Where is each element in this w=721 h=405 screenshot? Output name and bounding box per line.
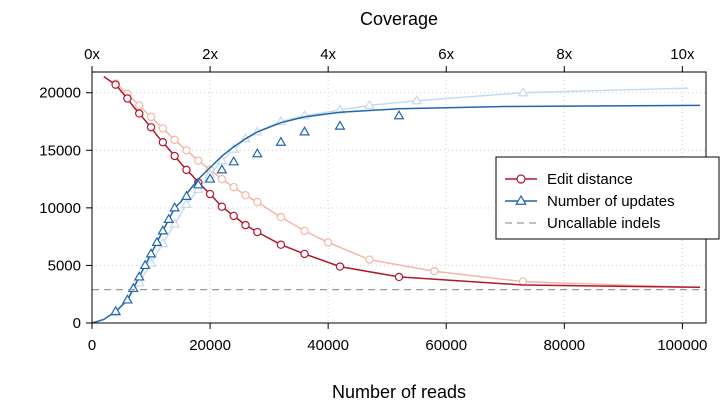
series-point: [411, 94, 423, 105]
series-point: [229, 182, 238, 192]
x-tick-label: 40000: [307, 337, 349, 354]
y-tick-label: 15000: [39, 142, 81, 159]
series-point: [122, 294, 133, 304]
series-point: [394, 272, 404, 282]
series-line: [115, 87, 689, 314]
series-point: [194, 156, 203, 165]
series-point: [181, 190, 192, 200]
series-point: [216, 154, 228, 165]
series-point: [145, 257, 157, 267]
x-tick-label: 20000: [189, 337, 231, 354]
legend-label: Number of updates: [547, 193, 675, 210]
series-point: [517, 86, 529, 97]
x-tick-label: 0: [88, 337, 96, 354]
y-tick-label: 20000: [39, 85, 81, 102]
series-point: [192, 183, 204, 194]
x-tick-label: 80000: [543, 337, 585, 354]
series-point: [217, 174, 227, 184]
top-axis: 0x 2x 4x 6x 8x 10x: [84, 46, 695, 72]
series-point: [135, 101, 144, 110]
series-point: [229, 211, 238, 221]
series-point: [335, 262, 345, 271]
series-point: [299, 126, 310, 136]
series-point: [323, 238, 333, 247]
series-point: [364, 99, 375, 109]
series-point: [111, 80, 120, 89]
legend-marker: [516, 174, 526, 184]
series-point: [253, 197, 262, 207]
series-point: [163, 213, 175, 223]
legend-marker: [515, 194, 527, 205]
series-point: [241, 220, 250, 230]
series-point: [276, 240, 286, 249]
top-tick-label: 8x: [556, 46, 572, 63]
series-point: [300, 226, 309, 236]
legend-box: [495, 156, 720, 240]
series-point: [182, 165, 191, 175]
series-point: [151, 236, 163, 246]
series-point: [123, 94, 132, 103]
series-point: [181, 198, 192, 208]
series-point: [169, 202, 181, 212]
top-tick-label: 0x: [84, 46, 100, 63]
top-axis-title: Coverage: [360, 9, 438, 29]
series-point: [158, 124, 168, 133]
y-tick-label: 5000: [48, 257, 81, 274]
x-tick-label: 100000: [657, 337, 707, 354]
series-point: [430, 266, 439, 276]
series-point: [228, 156, 240, 166]
x-tick-label: 60000: [425, 337, 467, 354]
series-point: [241, 190, 250, 200]
series-layer: [92, 75, 706, 323]
series-point: [170, 151, 179, 161]
series-point: [157, 225, 169, 235]
series-point: [146, 123, 156, 132]
top-tick-label: 2x: [202, 46, 218, 63]
series-point: [135, 109, 144, 118]
top-tick-label: 4x: [320, 46, 336, 63]
series-point: [365, 255, 374, 264]
series-point: [145, 248, 157, 258]
series-point: [276, 212, 286, 222]
legend-label: Uncallable indels: [547, 215, 660, 232]
series-point: [146, 112, 156, 122]
y-tick-label: 10000: [39, 200, 81, 217]
legend: Edit distance Number of updates Uncallable…: [495, 156, 720, 240]
series-point: [518, 277, 528, 286]
series-point: [139, 259, 151, 270]
series-point: [110, 305, 122, 316]
series-point: [169, 218, 181, 228]
series-point: [275, 136, 287, 146]
top-tick-label: 6x: [438, 46, 454, 63]
series-point: [204, 173, 216, 183]
series-point: [192, 179, 204, 189]
top-tick-label: 10x: [670, 46, 695, 63]
series-point: [251, 147, 263, 158]
x-axis-title: Number of reads: [332, 382, 466, 402]
series-point: [205, 189, 215, 199]
series-point: [217, 202, 227, 211]
series-point: [182, 146, 191, 155]
legend-label: Edit distance: [547, 171, 633, 188]
series-point: [300, 249, 309, 259]
series-point: [253, 227, 262, 237]
series-point: [334, 120, 346, 130]
y-tick-label: 0: [73, 315, 81, 332]
series-point: [170, 135, 179, 145]
series-point: [393, 109, 405, 120]
series-2: [92, 104, 701, 323]
series-point: [158, 138, 168, 147]
left-axis: 0 5000 10000 15000 20000: [39, 85, 92, 332]
bottom-axis: 0 20000 40000 60000 80000 100000: [88, 323, 707, 354]
series-point: [133, 271, 145, 281]
series-point: [216, 164, 228, 174]
